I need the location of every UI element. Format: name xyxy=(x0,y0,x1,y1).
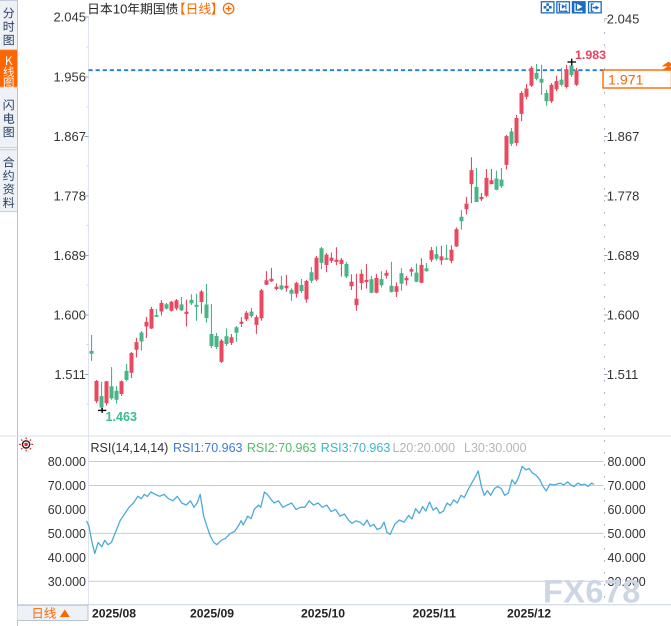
svg-text:1.689: 1.689 xyxy=(607,248,640,263)
svg-text:1.778: 1.778 xyxy=(53,189,86,204)
svg-text:50.000: 50.000 xyxy=(48,527,86,541)
svg-text:70.000: 70.000 xyxy=(48,479,86,493)
svg-text:1.983: 1.983 xyxy=(575,48,606,62)
svg-text:40.000: 40.000 xyxy=(608,551,646,565)
svg-text:2025/11: 2025/11 xyxy=(413,607,457,621)
svg-text:1.971: 1.971 xyxy=(608,72,644,88)
svg-text:50.000: 50.000 xyxy=(608,527,646,541)
svg-text:80.000: 80.000 xyxy=(608,455,646,469)
svg-text:60.000: 60.000 xyxy=(48,503,86,517)
svg-text:L20:20.000: L20:20.000 xyxy=(393,441,456,455)
svg-text:1.600: 1.600 xyxy=(53,308,86,323)
svg-text:1.778: 1.778 xyxy=(607,189,640,204)
svg-text:1.463: 1.463 xyxy=(106,410,138,424)
svg-text:2025/12: 2025/12 xyxy=(507,607,551,621)
svg-text:10: 10 xyxy=(113,1,127,16)
svg-text:40.000: 40.000 xyxy=(48,551,86,565)
svg-text:1.867: 1.867 xyxy=(53,129,86,144)
svg-text:1.511: 1.511 xyxy=(54,367,86,382)
svg-text:RSI1:70.963: RSI1:70.963 xyxy=(173,441,243,455)
svg-text:RSI(14,14,14): RSI(14,14,14) xyxy=(91,441,169,455)
svg-text:2.045: 2.045 xyxy=(607,11,640,26)
svg-text:60.000: 60.000 xyxy=(608,503,646,517)
svg-text:RSI3:70.963: RSI3:70.963 xyxy=(321,441,391,455)
svg-text:L30:30.000: L30:30.000 xyxy=(464,441,527,455)
svg-text:1.511: 1.511 xyxy=(607,367,639,382)
svg-text:2025/09: 2025/09 xyxy=(190,607,234,621)
svg-text:1.867: 1.867 xyxy=(607,129,640,144)
svg-text:1.600: 1.600 xyxy=(607,308,640,323)
svg-text:30.000: 30.000 xyxy=(48,575,86,589)
svg-text:1.689: 1.689 xyxy=(53,248,86,263)
svg-text:80.000: 80.000 xyxy=(48,455,86,469)
svg-text:1.956: 1.956 xyxy=(53,70,86,85)
svg-text:2025/08: 2025/08 xyxy=(92,607,136,621)
svg-text:2025/10: 2025/10 xyxy=(301,607,345,621)
svg-text:RSI2:70.963: RSI2:70.963 xyxy=(247,441,317,455)
svg-text:2.045: 2.045 xyxy=(53,10,86,25)
svg-text:70.000: 70.000 xyxy=(608,479,646,493)
svg-text:30.000: 30.000 xyxy=(608,575,646,589)
svg-text:FX678: FX678 xyxy=(543,574,641,610)
